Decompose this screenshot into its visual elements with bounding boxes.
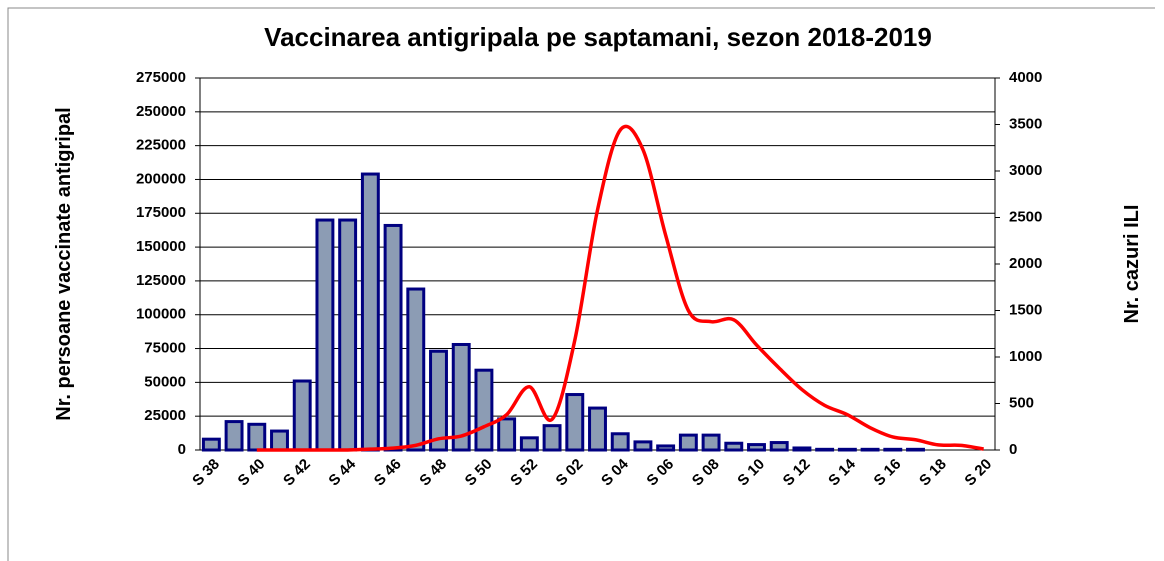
bar: [906, 447, 925, 452]
y-tick-label: 200000: [136, 170, 186, 187]
x-tick-label: S 40: [235, 456, 269, 490]
bar: [656, 444, 676, 452]
bar: [588, 406, 607, 452]
bar: [792, 446, 812, 452]
y2-tick-label: 500: [1009, 394, 1034, 411]
bar: [837, 447, 857, 452]
x-tick-label: S 02: [553, 456, 587, 490]
y-tick-label: 125000: [136, 272, 186, 289]
bar: [224, 420, 244, 452]
y2-tick-label: 1000: [1009, 348, 1042, 365]
bar: [201, 437, 221, 452]
x-tick-label: S 42: [280, 456, 314, 490]
y-tick-label: 75000: [144, 340, 186, 357]
bar: [724, 441, 744, 452]
bar: [542, 424, 562, 452]
x-tick-label: S 04: [598, 455, 632, 489]
x-tick-label: S 50: [462, 456, 496, 490]
bar: [383, 223, 403, 452]
bar: [406, 287, 426, 452]
bar: [338, 218, 358, 452]
x-tick-label: S 18: [916, 456, 950, 490]
x-tick-label: S 52: [507, 456, 541, 490]
y-tick-label: 175000: [136, 204, 186, 221]
x-tick-label: S 10: [734, 456, 768, 490]
bar: [701, 433, 721, 452]
y-tick-label: 150000: [136, 238, 186, 255]
y-tick-label: 250000: [136, 103, 186, 120]
x-tick-label: S 44: [325, 455, 359, 489]
x-tick-label: S 20: [961, 456, 995, 490]
bar: [429, 349, 448, 452]
x-tick-label: S 12: [780, 456, 814, 490]
bar: [474, 368, 494, 452]
x-tick-label: S 06: [643, 456, 677, 490]
y-tick-label: 50000: [144, 373, 186, 390]
bar: [497, 417, 517, 452]
bar: [292, 379, 312, 452]
x-tick-label: S 48: [416, 456, 450, 490]
chart-title: Vaccinarea antigripala pe saptamani, sez…: [264, 22, 932, 52]
bar: [747, 443, 766, 452]
y2-tick-label: 3000: [1009, 162, 1042, 179]
line: [256, 124, 984, 452]
y2-tick-label: 4000: [1009, 69, 1042, 86]
bar: [610, 432, 630, 452]
bar: [451, 342, 471, 452]
bar: [678, 433, 698, 452]
y-tick-label: 0: [178, 441, 186, 458]
y2-axis-label: Nr. cazuri ILI: [1121, 205, 1143, 324]
y-tick-label: 275000: [136, 69, 186, 86]
y2-tick-label: 2000: [1009, 255, 1042, 272]
y-tick-label: 25000: [144, 407, 186, 424]
x-tick-label: S 16: [871, 456, 905, 490]
bar: [360, 172, 380, 452]
bar: [769, 441, 789, 452]
y-axis-label: Nr. persoane vaccinate antigripal: [53, 107, 75, 420]
bar: [519, 436, 539, 452]
bar: [815, 447, 835, 452]
bar: [315, 218, 335, 452]
y2-tick-label: 2500: [1009, 208, 1042, 225]
bar: [883, 447, 903, 452]
y-tick-label: 225000: [136, 137, 186, 154]
bar: [633, 440, 653, 452]
bar: [270, 429, 289, 452]
x-tick-label: S 14: [825, 455, 859, 489]
y2-tick-label: 3500: [1009, 115, 1042, 132]
y-tick-label: 100000: [136, 306, 186, 323]
bar: [565, 393, 585, 452]
x-tick-label: S 08: [689, 456, 723, 490]
y2-tick-label: 0: [1009, 441, 1017, 458]
bar: [247, 422, 267, 452]
x-tick-label: S 38: [189, 456, 223, 490]
bar: [860, 447, 880, 452]
frame: [7, 7, 1155, 561]
y2-tick-label: 1500: [1009, 301, 1042, 318]
x-tick-label: S 46: [371, 456, 405, 490]
